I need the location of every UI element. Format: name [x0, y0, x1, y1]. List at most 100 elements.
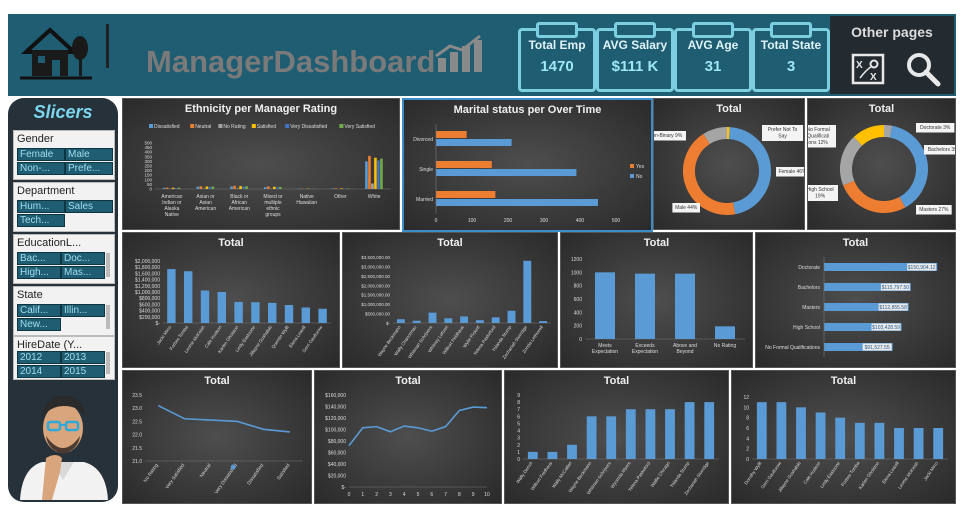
data-label-box — [916, 205, 952, 215]
y-tick-label: $600,000 — [139, 302, 160, 308]
chart-title: Total — [437, 237, 463, 249]
chart-ethnicity: Dissatisfied Neutral No Rating Satisfied Ver… — [144, 124, 391, 218]
slicer-scrollbar[interactable] — [106, 253, 110, 277]
bar — [171, 187, 175, 189]
bar — [276, 187, 279, 189]
header-divider — [106, 24, 109, 68]
data-label-box — [924, 145, 955, 155]
bar — [279, 186, 282, 189]
bar — [245, 186, 248, 189]
x-tick-label: 5 — [417, 492, 420, 498]
y-tick-label: $2,000,000.00 — [361, 283, 390, 288]
y-tick-label: $40,000 — [328, 462, 346, 468]
slicers-panel: Slicers Gender Female Male Non-... Prefe… — [8, 98, 118, 502]
y-tick-label: $3,500,000.00 — [361, 255, 390, 260]
y-tick-label: $- — [156, 321, 161, 327]
chart-marital: 0 100 200 300 400 500 Divorced Single Married Yes… — [413, 124, 645, 224]
slicer-scrollbar[interactable] — [106, 352, 110, 374]
slicer-item[interactable]: Calif... — [17, 304, 61, 317]
x-tick-label: Very Satisfied — [164, 462, 186, 490]
slicer-item[interactable]: Doc... — [61, 252, 105, 265]
search-icon[interactable] — [904, 50, 942, 88]
chart-panel-counts-a: Total 0 1 2 3 4 5 6 7 8 9 Wally Dench Wilburt Feldh… — [504, 370, 729, 504]
bar — [340, 188, 344, 189]
slicer-item[interactable]: Tech... — [17, 214, 65, 227]
y-tick-label: 3 — [517, 436, 520, 442]
slicer-item[interactable]: Prefe... — [65, 162, 113, 175]
bar — [635, 273, 655, 339]
chart-title: Total — [868, 103, 895, 115]
slicer-item[interactable]: 2015 — [61, 365, 105, 378]
bar — [301, 307, 310, 323]
y-tick-label: 21.5 — [132, 446, 142, 452]
chart-title: Total — [842, 237, 869, 249]
bar — [436, 161, 492, 168]
x-tick-label: African — [232, 200, 248, 206]
slicer-item[interactable]: 2012 — [17, 351, 61, 364]
y-tick-label: 21.0 — [132, 459, 142, 465]
bar — [199, 186, 203, 189]
slicer-item[interactable]: New... — [17, 318, 61, 331]
legend-label: Very Satisfied — [344, 124, 375, 130]
bar — [211, 186, 215, 189]
slicer-item[interactable]: Female — [17, 148, 65, 161]
slicer-item[interactable]: 2014 — [17, 365, 61, 378]
bar — [167, 269, 176, 323]
y-tick-label: Married — [416, 197, 433, 203]
bar — [815, 412, 826, 459]
slicer-item[interactable]: Hum... — [17, 200, 65, 213]
x-tick-label: Wilburt Feldhaus — [530, 460, 554, 491]
kpi-value: 1470 — [540, 58, 574, 75]
chart-performance: 020040060080010001200MeetsExpectationExc… — [571, 257, 745, 355]
chart-title: Total — [218, 237, 244, 249]
bar — [412, 320, 421, 323]
legend-swatch — [630, 174, 634, 178]
bar — [196, 186, 200, 189]
chart-panel-education-donut: Total Doctorate 3% Bachelors 39% Masters 2… — [807, 98, 956, 230]
x-tick-label: 7 — [444, 492, 447, 498]
bar — [460, 316, 469, 323]
bar — [268, 302, 277, 323]
bar — [507, 310, 516, 323]
y-tick-label: $500,000.00 — [365, 312, 391, 317]
y-tick-label: $400,000 — [139, 309, 160, 315]
data-label-text: Non-Binary 9% — [654, 133, 683, 139]
slicer-item[interactable]: 2013 — [61, 351, 105, 364]
data-label: Masters 27% — [916, 205, 952, 215]
slicer-gender: Gender Female Male Non-... Prefe... — [13, 130, 115, 180]
slicer-title: Gender — [17, 133, 54, 145]
bar — [894, 428, 904, 459]
slicer-item[interactable]: Mas... — [61, 266, 105, 279]
strategy-board-icon[interactable]: X X — [850, 52, 886, 86]
data-label-box — [808, 125, 836, 148]
y-tick-label: $80,000 — [328, 439, 346, 445]
x-tick-label: Mixed or — [263, 194, 283, 200]
x-tick-label: Asian — [199, 200, 212, 206]
chart-title: Total — [830, 375, 857, 387]
slicer-item[interactable]: High... — [17, 266, 61, 279]
x-tick-label: 500 — [612, 218, 621, 224]
slicer-scrollbar[interactable] — [106, 305, 110, 329]
slicer-item[interactable]: Sales — [65, 200, 113, 213]
y-tick-label: $1,400,000 — [135, 278, 160, 284]
slicer-item[interactable]: Illin... — [61, 304, 105, 317]
slicer-item[interactable]: Male — [65, 148, 113, 161]
y-tick-label: $1,200,000 — [135, 284, 160, 290]
slicer-item[interactable]: Non-... — [17, 162, 65, 175]
x-tick-label: Above and — [673, 343, 697, 349]
kpi-label: AVG Age — [687, 38, 739, 52]
slicer-item[interactable]: Bac... — [17, 252, 61, 265]
kpi-label: Total Emp — [528, 38, 586, 52]
x-tick-label: Leonie McKeish — [897, 460, 920, 490]
y-tick-label: 8 — [517, 400, 520, 406]
y-tick-label: 22.0 — [132, 433, 142, 439]
legend-label: Yes — [636, 164, 645, 170]
data-label-box — [862, 343, 892, 351]
donut-slice — [883, 125, 893, 138]
legend-label: Neutral — [195, 124, 211, 130]
bar — [251, 302, 260, 323]
y-tick-label: 4 — [517, 429, 520, 435]
y-tick-label: $120,000 — [325, 416, 346, 422]
donut-slice — [703, 127, 728, 145]
